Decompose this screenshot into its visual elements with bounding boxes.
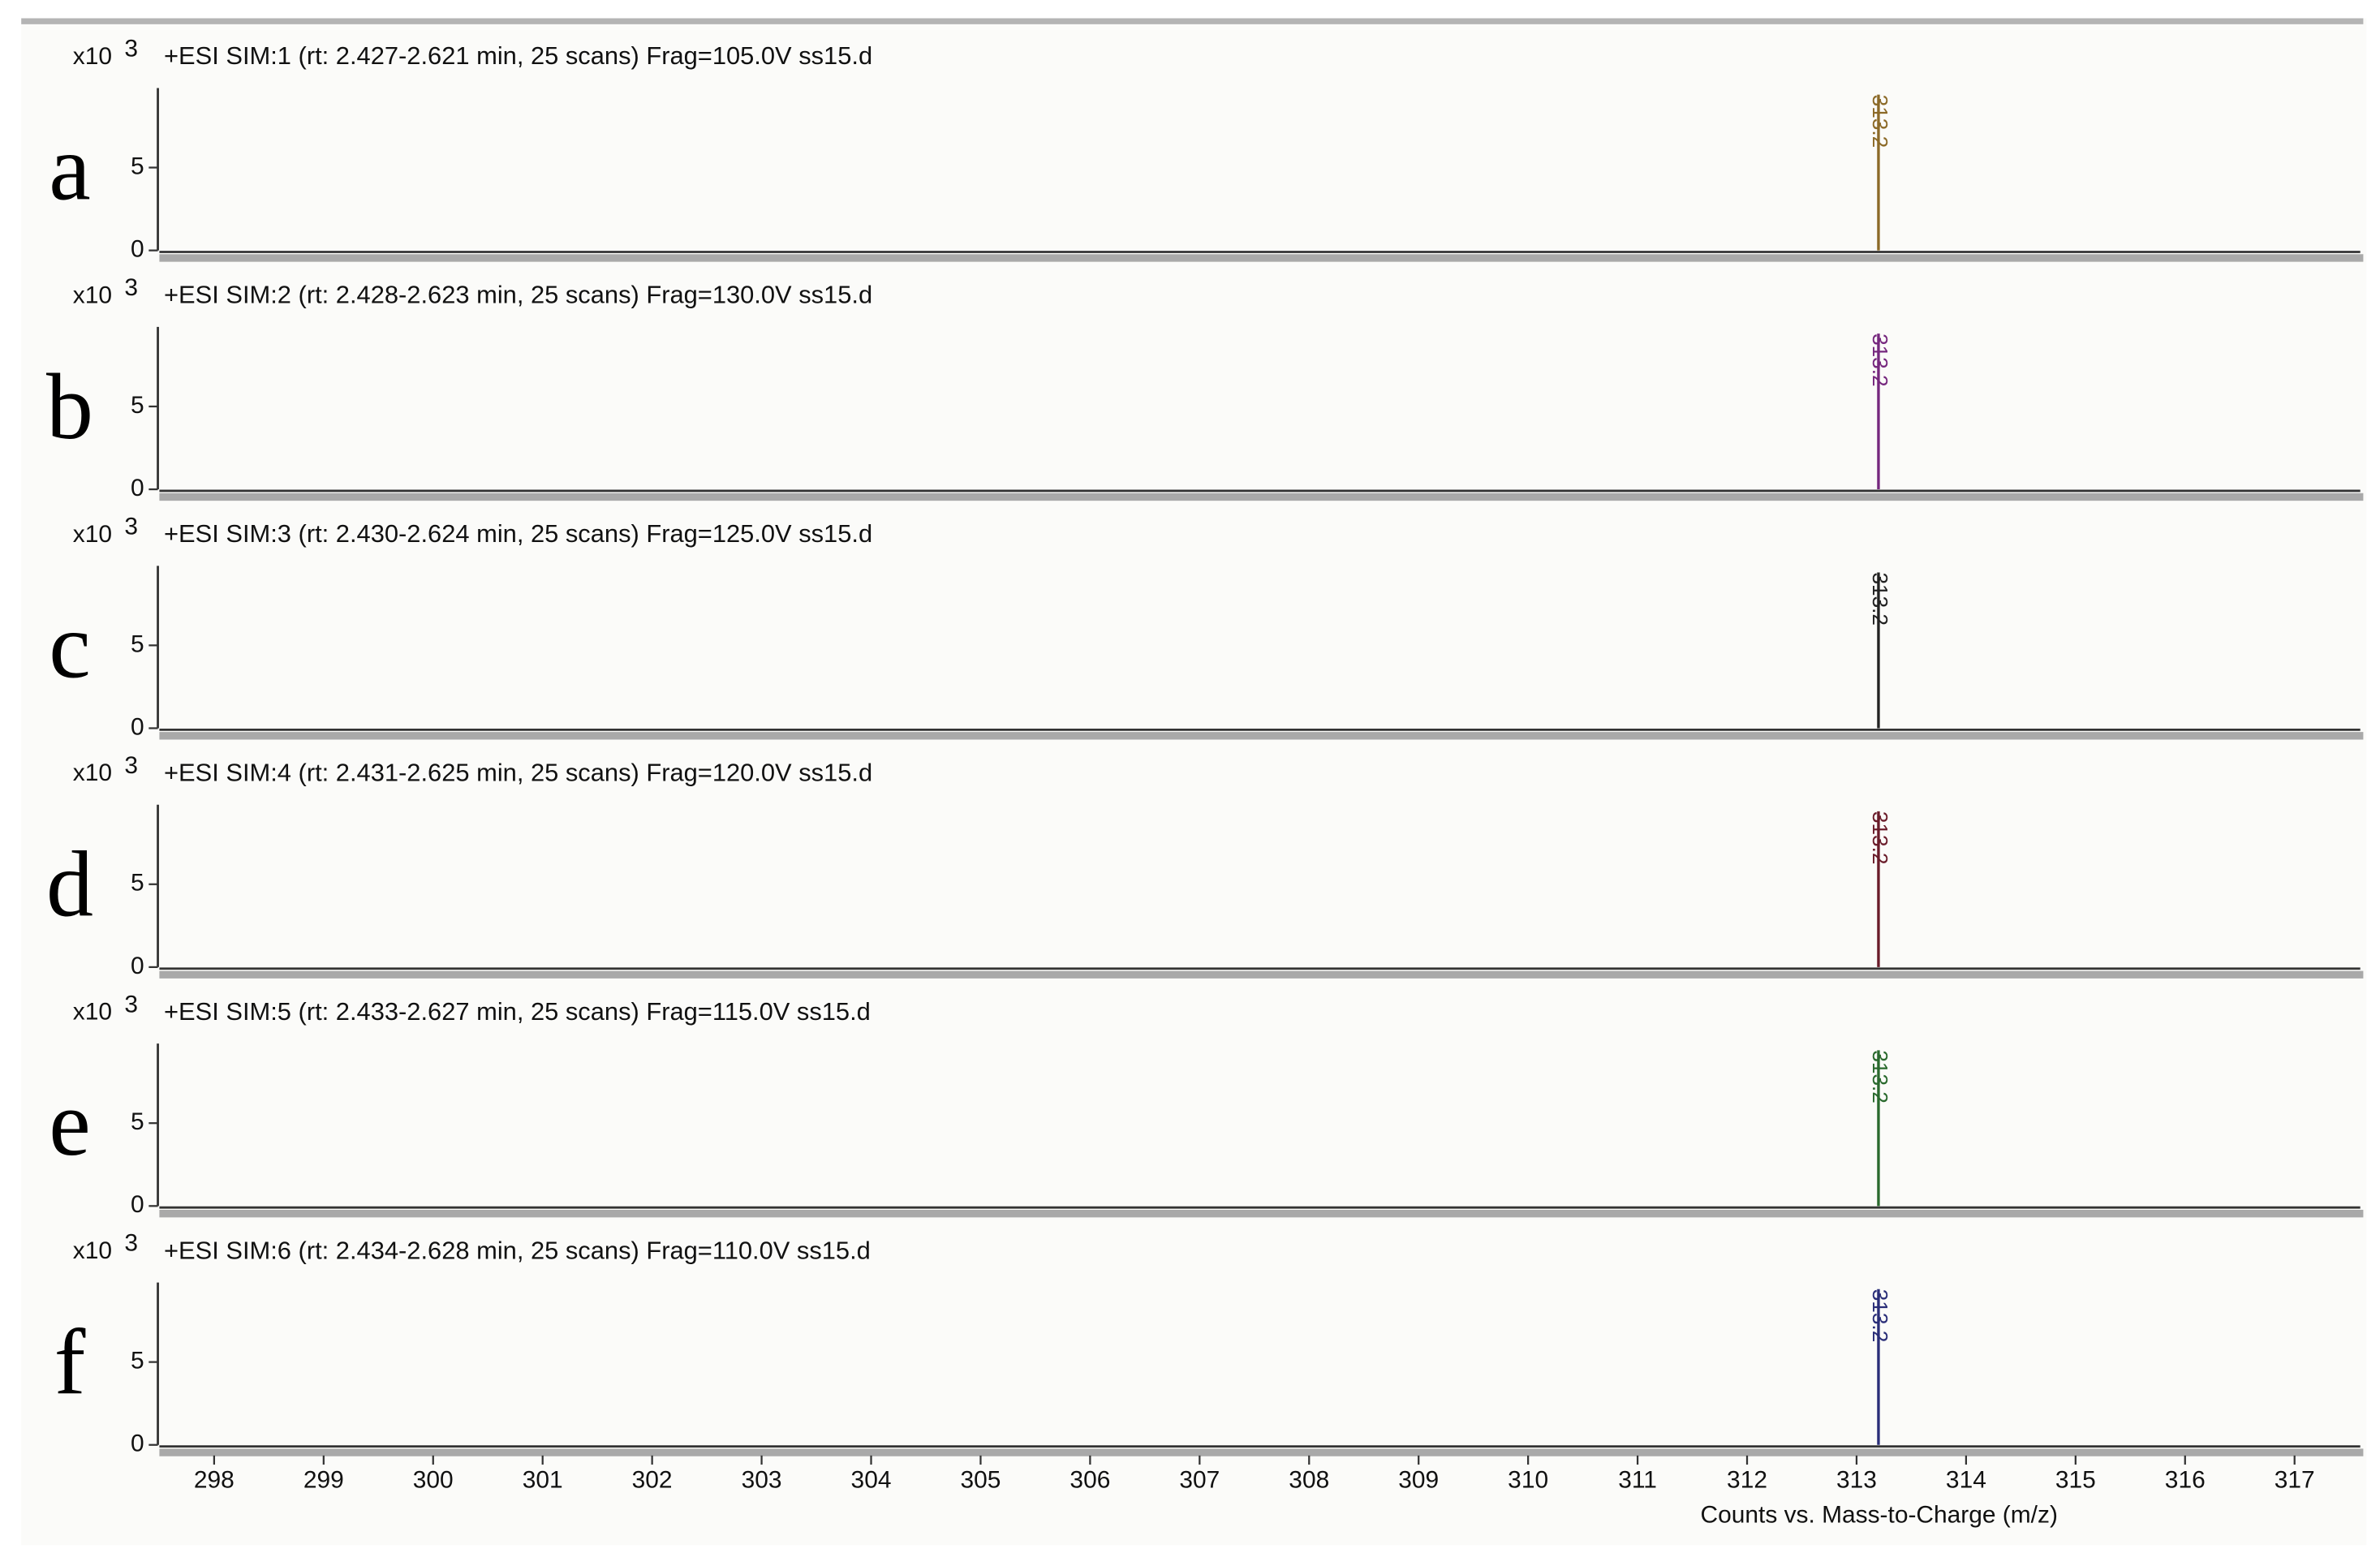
peak-label: 313.2: [1868, 333, 1892, 387]
x-tick-label: 300: [413, 1467, 454, 1494]
panel-title: +ESI SIM:1 (rt: 2.427-2.621 min, 25 scan…: [164, 41, 872, 70]
panel-label: c: [49, 594, 90, 698]
y-tick-label: 0: [131, 713, 144, 740]
x-tick-label: 302: [632, 1467, 673, 1494]
x-tick-label: 303: [742, 1467, 782, 1494]
y-tick-label: 5: [131, 1348, 144, 1375]
y-tick-label: 0: [131, 1430, 144, 1457]
y-unit: x10: [73, 759, 112, 786]
x-axis-label: Counts vs. Mass-to-Charge (m/z): [1701, 1502, 2058, 1529]
y-unit-exponent: 3: [124, 513, 138, 540]
x-tick-label: 308: [1289, 1467, 1329, 1494]
y-tick-label: 5: [131, 870, 144, 897]
peak-label: 313.2: [1868, 811, 1892, 865]
x-tick-label: 309: [1398, 1467, 1439, 1494]
y-tick-label: 5: [131, 1108, 144, 1135]
panel-title: +ESI SIM:2 (rt: 2.428-2.623 min, 25 scan…: [164, 281, 872, 309]
y-tick-label: 5: [131, 392, 144, 419]
x-tick-label: 310: [1508, 1467, 1548, 1494]
y-tick-label: 0: [131, 475, 144, 501]
y-tick-label: 5: [131, 630, 144, 657]
x-tick-label: 311: [1618, 1467, 1657, 1494]
x-tick-label: 313: [1836, 1467, 1877, 1494]
x-tick-label: 316: [2165, 1467, 2206, 1494]
x-tick-label: 299: [303, 1467, 344, 1494]
x-tick-label: 314: [1946, 1467, 1986, 1494]
x-tick-label: 305: [960, 1467, 1001, 1494]
y-tick-label: 0: [131, 1191, 144, 1218]
y-unit: x10: [73, 999, 112, 1026]
plot-background: [21, 18, 2367, 1546]
panel-label: f: [54, 1311, 86, 1415]
x-tick-label: 315: [2055, 1467, 2096, 1494]
x-tick-label: 298: [194, 1467, 235, 1494]
x-tick-label: 306: [1069, 1467, 1110, 1494]
panel-label: d: [46, 833, 93, 937]
panel-label: b: [46, 355, 93, 459]
x-tick-label: 307: [1179, 1467, 1220, 1494]
x-tick-label: 317: [2275, 1467, 2315, 1494]
peak-label: 313.2: [1868, 1050, 1892, 1104]
y-tick-label: 0: [131, 953, 144, 979]
panel-title: +ESI SIM:6 (rt: 2.434-2.628 min, 25 scan…: [164, 1236, 871, 1264]
y-unit-exponent: 3: [124, 274, 138, 301]
y-unit-exponent: 3: [124, 991, 138, 1017]
panel-title: +ESI SIM:3 (rt: 2.430-2.624 min, 25 scan…: [164, 519, 872, 548]
peak-label: 313.2: [1868, 95, 1892, 148]
x-tick-label: 301: [523, 1467, 563, 1494]
y-unit: x10: [73, 521, 112, 548]
x-tick-label: 304: [851, 1467, 892, 1494]
y-tick-label: 5: [131, 153, 144, 179]
peak-label: 313.2: [1868, 572, 1892, 626]
y-unit: x10: [73, 1237, 112, 1264]
panel-title: +ESI SIM:5 (rt: 2.433-2.627 min, 25 scan…: [164, 997, 871, 1026]
panel-label: e: [49, 1072, 90, 1176]
peak-label: 313.2: [1868, 1289, 1892, 1343]
y-unit: x10: [73, 282, 112, 308]
y-unit: x10: [73, 43, 112, 70]
x-tick-label: 312: [1727, 1467, 1767, 1494]
panel-label: a: [49, 116, 90, 220]
y-tick-label: 0: [131, 236, 144, 263]
y-unit-exponent: 3: [124, 36, 138, 62]
y-unit-exponent: 3: [124, 752, 138, 779]
y-unit-exponent: 3: [124, 1230, 138, 1257]
panel-title: +ESI SIM:4 (rt: 2.431-2.625 min, 25 scan…: [164, 758, 872, 786]
